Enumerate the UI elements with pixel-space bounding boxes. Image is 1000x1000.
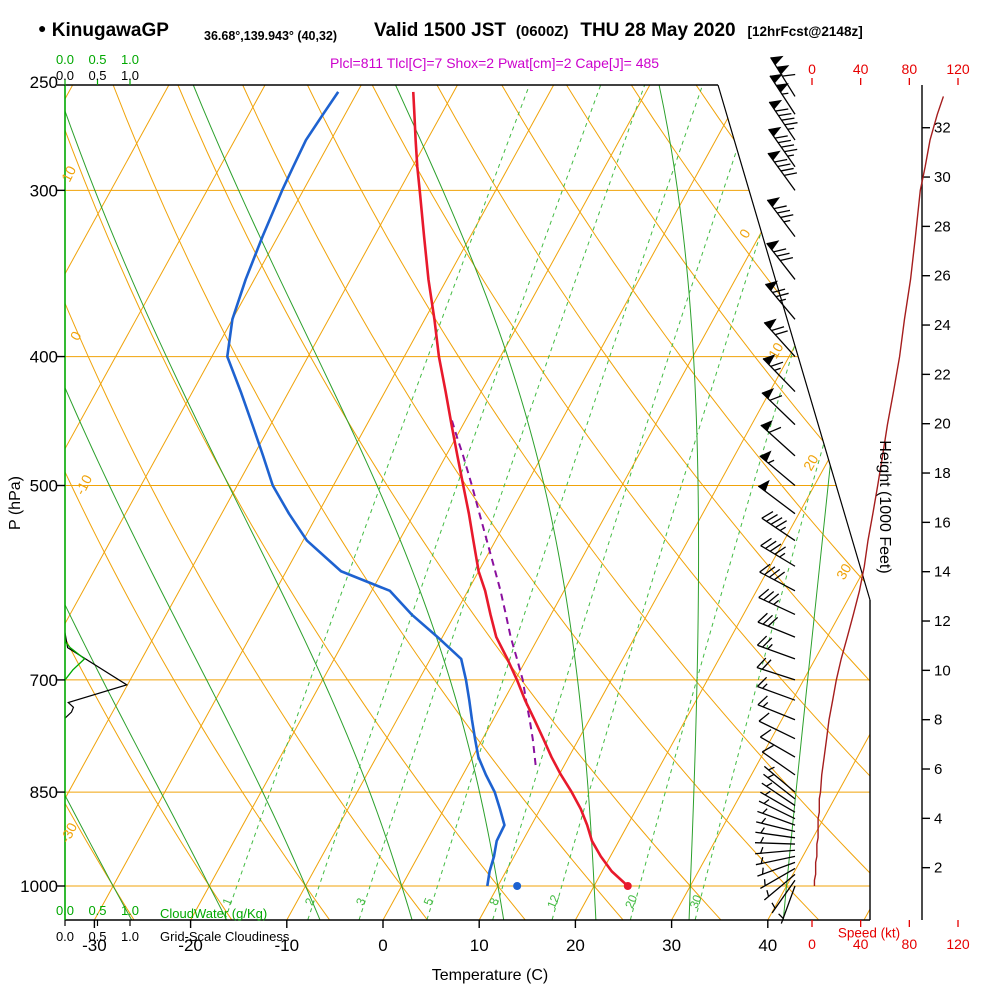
height-tick-label: 10: [934, 662, 951, 679]
stability-params: Plcl=811 Tlcl[C]=7 Shox=2 Pwat[cm]=2 Cap…: [330, 55, 660, 71]
cloudwater-scale-top: 1.0: [121, 52, 139, 67]
station-bullet-icon: ●: [38, 20, 47, 36]
x-axis-title: Temperature (C): [431, 967, 549, 984]
speed-tick-label-top: 0: [808, 61, 816, 77]
height-tick-label: 4: [934, 810, 942, 827]
pressure-tick-label: 700: [30, 671, 58, 690]
height-tick-label: 26: [934, 268, 951, 285]
pressure-tick-label: 300: [30, 181, 58, 200]
dewpoint-curve: [225, 91, 506, 887]
height-tick-label: 20: [934, 416, 951, 433]
isotherm-label: 20: [800, 452, 822, 474]
cloudiness-scale-bottom: 0.0: [56, 929, 74, 944]
speed-tick-label-bottom: 120: [946, 936, 970, 952]
wind-speed-profile: [813, 96, 945, 887]
mixing-ratio-label: 1: [219, 896, 235, 908]
cloudiness-profile: [65, 632, 129, 719]
height-tick-label: 16: [934, 514, 951, 531]
cloudwater-scale-top: 0.0: [56, 52, 74, 67]
valid-line: Valid 1500 JST (0600Z) THU 28 May 2020 […: [374, 20, 863, 42]
cloudiness-scale-top: 0.5: [88, 68, 106, 83]
slanted-boundary: [717, 84, 871, 601]
speed-tick-label-bottom: 0: [808, 936, 816, 952]
speed-tick-label-bottom: 40: [853, 936, 869, 952]
speed-axis-title: Speed (kt): [837, 925, 901, 941]
temperature-curve: [411, 91, 629, 887]
isotherm-label: 30: [833, 561, 855, 583]
height-tick-label: 32: [934, 120, 951, 137]
cloudwater-scale-bottom: 0.0: [56, 903, 74, 918]
height-axis-title: Height (1000 Feet): [876, 440, 893, 574]
isotherm-label: 10: [765, 340, 787, 362]
valid-date: THU 28 May 2020: [580, 20, 736, 41]
height-tick-label: 8: [934, 712, 942, 729]
pressure-axis-title: P (hPa): [7, 476, 24, 530]
temp-tick-label: 40: [758, 936, 777, 955]
wind-barbs: [755, 55, 798, 924]
height-tick-label: 2: [934, 860, 942, 877]
cloudwater-profile: [65, 641, 86, 681]
height-tick-label: 6: [934, 761, 942, 778]
mixing-ratio-label: 8: [486, 896, 502, 908]
temp-tick-label: 20: [566, 936, 585, 955]
speed-tick-label-top: 80: [902, 61, 918, 77]
valid-zulu: (0600Z): [515, 23, 569, 40]
station-coords: 36.68°,139.943° (40,32): [204, 29, 338, 43]
temp-tick-label: 30: [662, 936, 681, 955]
valid-time: Valid 1500 JST: [374, 20, 507, 41]
mixing-ratio-label: 2: [302, 896, 318, 908]
height-tick-label: 18: [934, 465, 951, 482]
height-tick-label: 30: [934, 169, 951, 186]
mixing-ratio-label: 30: [687, 892, 705, 910]
cloudiness-scale-bottom: 1.0: [121, 929, 139, 944]
cloudwater-scale-bottom: 0.5: [88, 903, 106, 918]
surface-dewpoint-dot: [513, 882, 522, 891]
speed-tick-label-bottom: 80: [902, 936, 918, 952]
forecast-tag: [12hrFcst@2148z]: [747, 24, 863, 39]
pressure-tick-label: 250: [30, 73, 58, 92]
height-tick-label: 14: [934, 564, 951, 581]
pressure-tick-label: 500: [30, 477, 58, 496]
mixing-ratio-label: 5: [421, 896, 437, 908]
mixing-ratio-label: 12: [544, 892, 562, 910]
mixing-ratio-label: 3: [353, 896, 369, 908]
station-name: KinugawaGP: [51, 20, 169, 41]
cloudiness-scale-bottom: 0.5: [88, 929, 106, 944]
height-tick-label: 28: [934, 218, 951, 235]
cloudwater-scale-top: 0.5: [88, 52, 106, 67]
surface-temp-dot: [623, 882, 632, 891]
temp-tick-label: -30: [82, 936, 107, 955]
temp-tick-label: -10: [275, 936, 300, 955]
pressure-tick-label: 850: [30, 783, 58, 802]
mixing-ratio-label: 20: [622, 892, 640, 910]
cloudiness-label: Grid-Scale Cloudiness: [160, 929, 290, 944]
height-tick-label: 22: [934, 366, 951, 383]
cloudwater-label: CloudWater (g/Kg): [160, 906, 268, 921]
pressure-tick-label: 1000: [20, 877, 58, 896]
cloudiness-scale-top: 0.0: [56, 68, 74, 83]
cloudiness-scale-top: 1.0: [121, 68, 139, 83]
height-tick-label: 12: [934, 613, 951, 630]
pressure-tick-label: 400: [30, 348, 58, 367]
temp-tick-label: 0: [378, 936, 387, 955]
dry-adiabat-label: 0: [67, 328, 85, 342]
temp-tick-label: -20: [178, 936, 203, 955]
dry-adiabat-label: 10: [58, 163, 79, 184]
speed-tick-label-top: 40: [853, 61, 869, 77]
cloudwater-scale-bottom: 1.0: [121, 903, 139, 918]
station-title: ● KinugawaGP: [38, 20, 169, 42]
parcel-curve: [450, 417, 537, 766]
grid-lines: [65, 85, 870, 920]
height-tick-label: 24: [934, 317, 951, 334]
isotherm-label: 0: [736, 226, 754, 241]
speed-tick-label-top: 120: [946, 61, 970, 77]
temp-tick-label: 10: [470, 936, 489, 955]
